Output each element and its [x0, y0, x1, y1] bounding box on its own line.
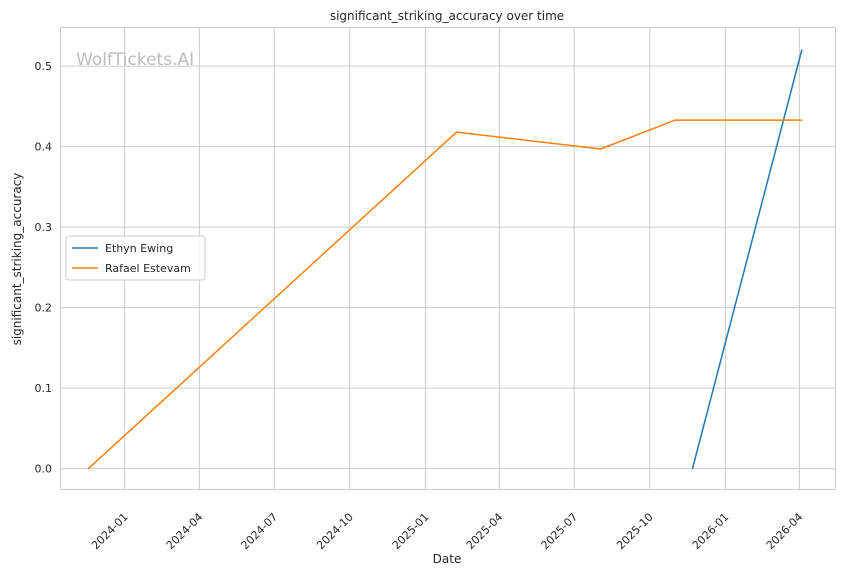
y-tick-label: 0.0 [35, 463, 53, 476]
legend-label-ethyn-ewing: Ethyn Ewing [105, 242, 173, 255]
grid [60, 27, 836, 490]
chart-title: significant_striking_accuracy over time [330, 9, 564, 23]
y-tick-label: 0.1 [35, 382, 53, 395]
series-line-rafael-estevam [87, 119, 803, 470]
y-tick-label: 0.2 [35, 302, 53, 315]
y-tick-label: 0.4 [35, 141, 53, 154]
y-tick-label: 0.3 [35, 221, 53, 234]
series-layer [87, 49, 803, 470]
legend-label-rafael-estevam: Rafael Estevam [105, 262, 191, 275]
y-tick-label: 0.5 [35, 60, 53, 73]
legend: Ethyn Ewing Rafael Estevam [65, 235, 206, 281]
watermark: WolfTickets.AI [76, 50, 194, 70]
legend-box [65, 235, 206, 281]
y-axis-label: significant_striking_accuracy [10, 173, 24, 346]
plot-frame [60, 27, 836, 490]
x-axis-label: Date [433, 552, 462, 566]
